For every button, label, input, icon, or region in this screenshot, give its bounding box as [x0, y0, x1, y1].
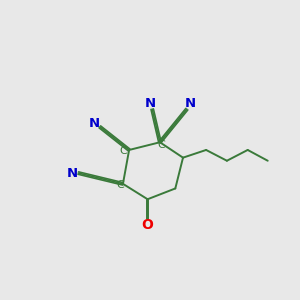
Text: N: N — [67, 167, 78, 180]
Text: C: C — [116, 180, 124, 190]
Text: O: O — [142, 218, 154, 233]
Text: N: N — [89, 116, 100, 130]
Text: C: C — [158, 140, 165, 150]
Text: N: N — [145, 97, 156, 110]
Text: N: N — [185, 97, 196, 110]
Text: C: C — [120, 146, 128, 157]
